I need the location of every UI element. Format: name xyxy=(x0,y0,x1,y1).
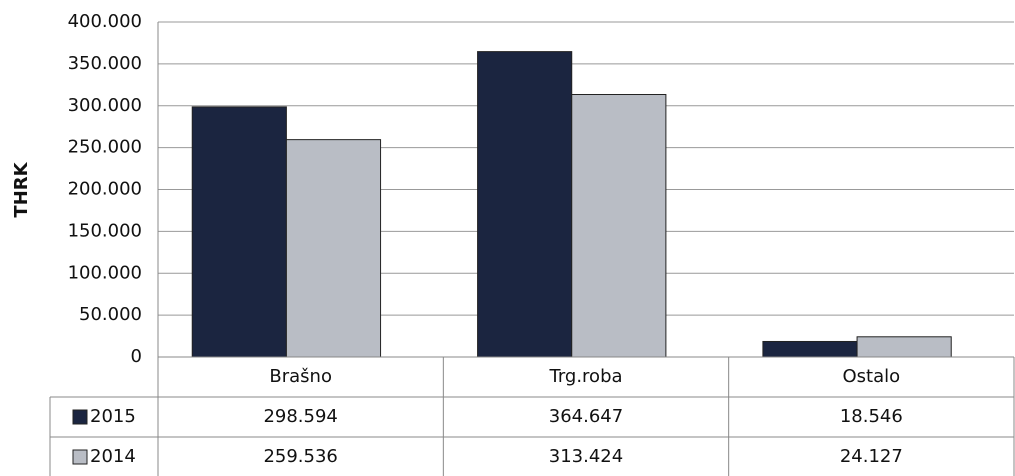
table-value: 24.127 xyxy=(840,446,903,467)
bar xyxy=(762,340,858,358)
legend-swatch xyxy=(72,449,88,465)
table-value: 18.546 xyxy=(840,406,903,427)
bar xyxy=(477,51,573,358)
y-tick-label: 100.000 xyxy=(68,262,142,283)
bar xyxy=(571,94,667,358)
y-tick-label: 50.000 xyxy=(79,304,142,325)
table-value: 259.536 xyxy=(263,446,337,467)
y-tick-label: 0 xyxy=(131,346,142,367)
bar xyxy=(285,139,382,358)
x-tick-label: Ostalo xyxy=(843,366,901,387)
table-value: 313.424 xyxy=(549,446,623,467)
legend-label: 2014 xyxy=(90,446,136,467)
legend-swatch xyxy=(72,409,88,425)
x-tick-label: Trg.roba xyxy=(548,366,622,387)
y-axis-label: THRK xyxy=(11,161,32,217)
x-tick-label: Brašno xyxy=(269,366,332,387)
bar xyxy=(856,336,952,358)
y-tick-label: 350.000 xyxy=(68,53,142,74)
y-tick-label: 400.000 xyxy=(68,11,142,32)
legend-label: 2015 xyxy=(90,406,136,427)
y-tick-label: 200.000 xyxy=(68,179,142,200)
y-tick-label: 300.000 xyxy=(68,95,142,116)
table-value: 298.594 xyxy=(263,406,337,427)
table-value: 364.647 xyxy=(549,406,623,427)
y-tick-label: 250.000 xyxy=(68,137,142,158)
bar xyxy=(191,106,287,358)
y-tick-label: 150.000 xyxy=(68,220,142,241)
